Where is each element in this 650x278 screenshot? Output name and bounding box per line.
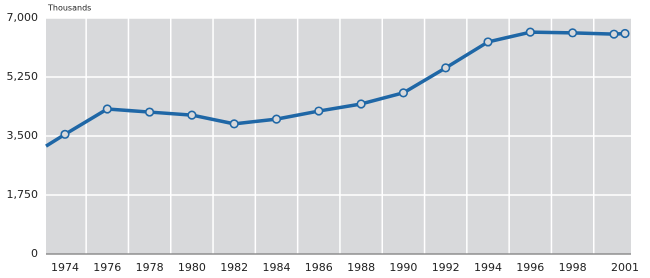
data-point [145, 107, 155, 117]
x-tick-label: 1986 [305, 261, 333, 274]
data-point [314, 106, 324, 116]
data-point [441, 63, 451, 73]
data-point [398, 88, 409, 98]
x-tick-label: 1988 [347, 261, 375, 274]
x-tick-label: 1992 [432, 261, 460, 274]
x-tick-label: 1982 [220, 261, 248, 274]
data-point [102, 104, 112, 114]
data-point [609, 29, 619, 39]
y-unit: Thousands [47, 4, 91, 13]
data-point [60, 129, 70, 139]
y-tick-label: 3,500 [7, 129, 39, 142]
x-tick-label: 1990 [389, 261, 417, 274]
data-point [483, 37, 493, 47]
y-tick-label: 1,750 [7, 188, 39, 201]
data-point [229, 119, 239, 129]
data-point [525, 27, 535, 37]
data-line [45, 30, 626, 148]
x-tick-label: 1978 [136, 261, 164, 274]
x-tick-label: 1998 [559, 261, 587, 274]
x-tick-label: 2001 [611, 261, 639, 274]
y-tick-label: 5,250 [7, 70, 39, 83]
x-tick-label: 1996 [516, 261, 544, 274]
y-tick-label: 0 [31, 247, 38, 260]
x-tick-label: 1980 [178, 261, 206, 274]
x-tick-label: 1984 [263, 261, 291, 274]
data-point [620, 28, 630, 39]
x-tick-label: 1976 [93, 261, 121, 274]
data-point [187, 110, 197, 120]
data-point [567, 28, 578, 38]
data-point [271, 114, 282, 124]
data-point [356, 99, 366, 109]
y-tick-label: 7,000 [7, 11, 39, 24]
x-tick-label: 1974 [51, 261, 79, 274]
x-tick-label: 1994 [474, 261, 502, 274]
